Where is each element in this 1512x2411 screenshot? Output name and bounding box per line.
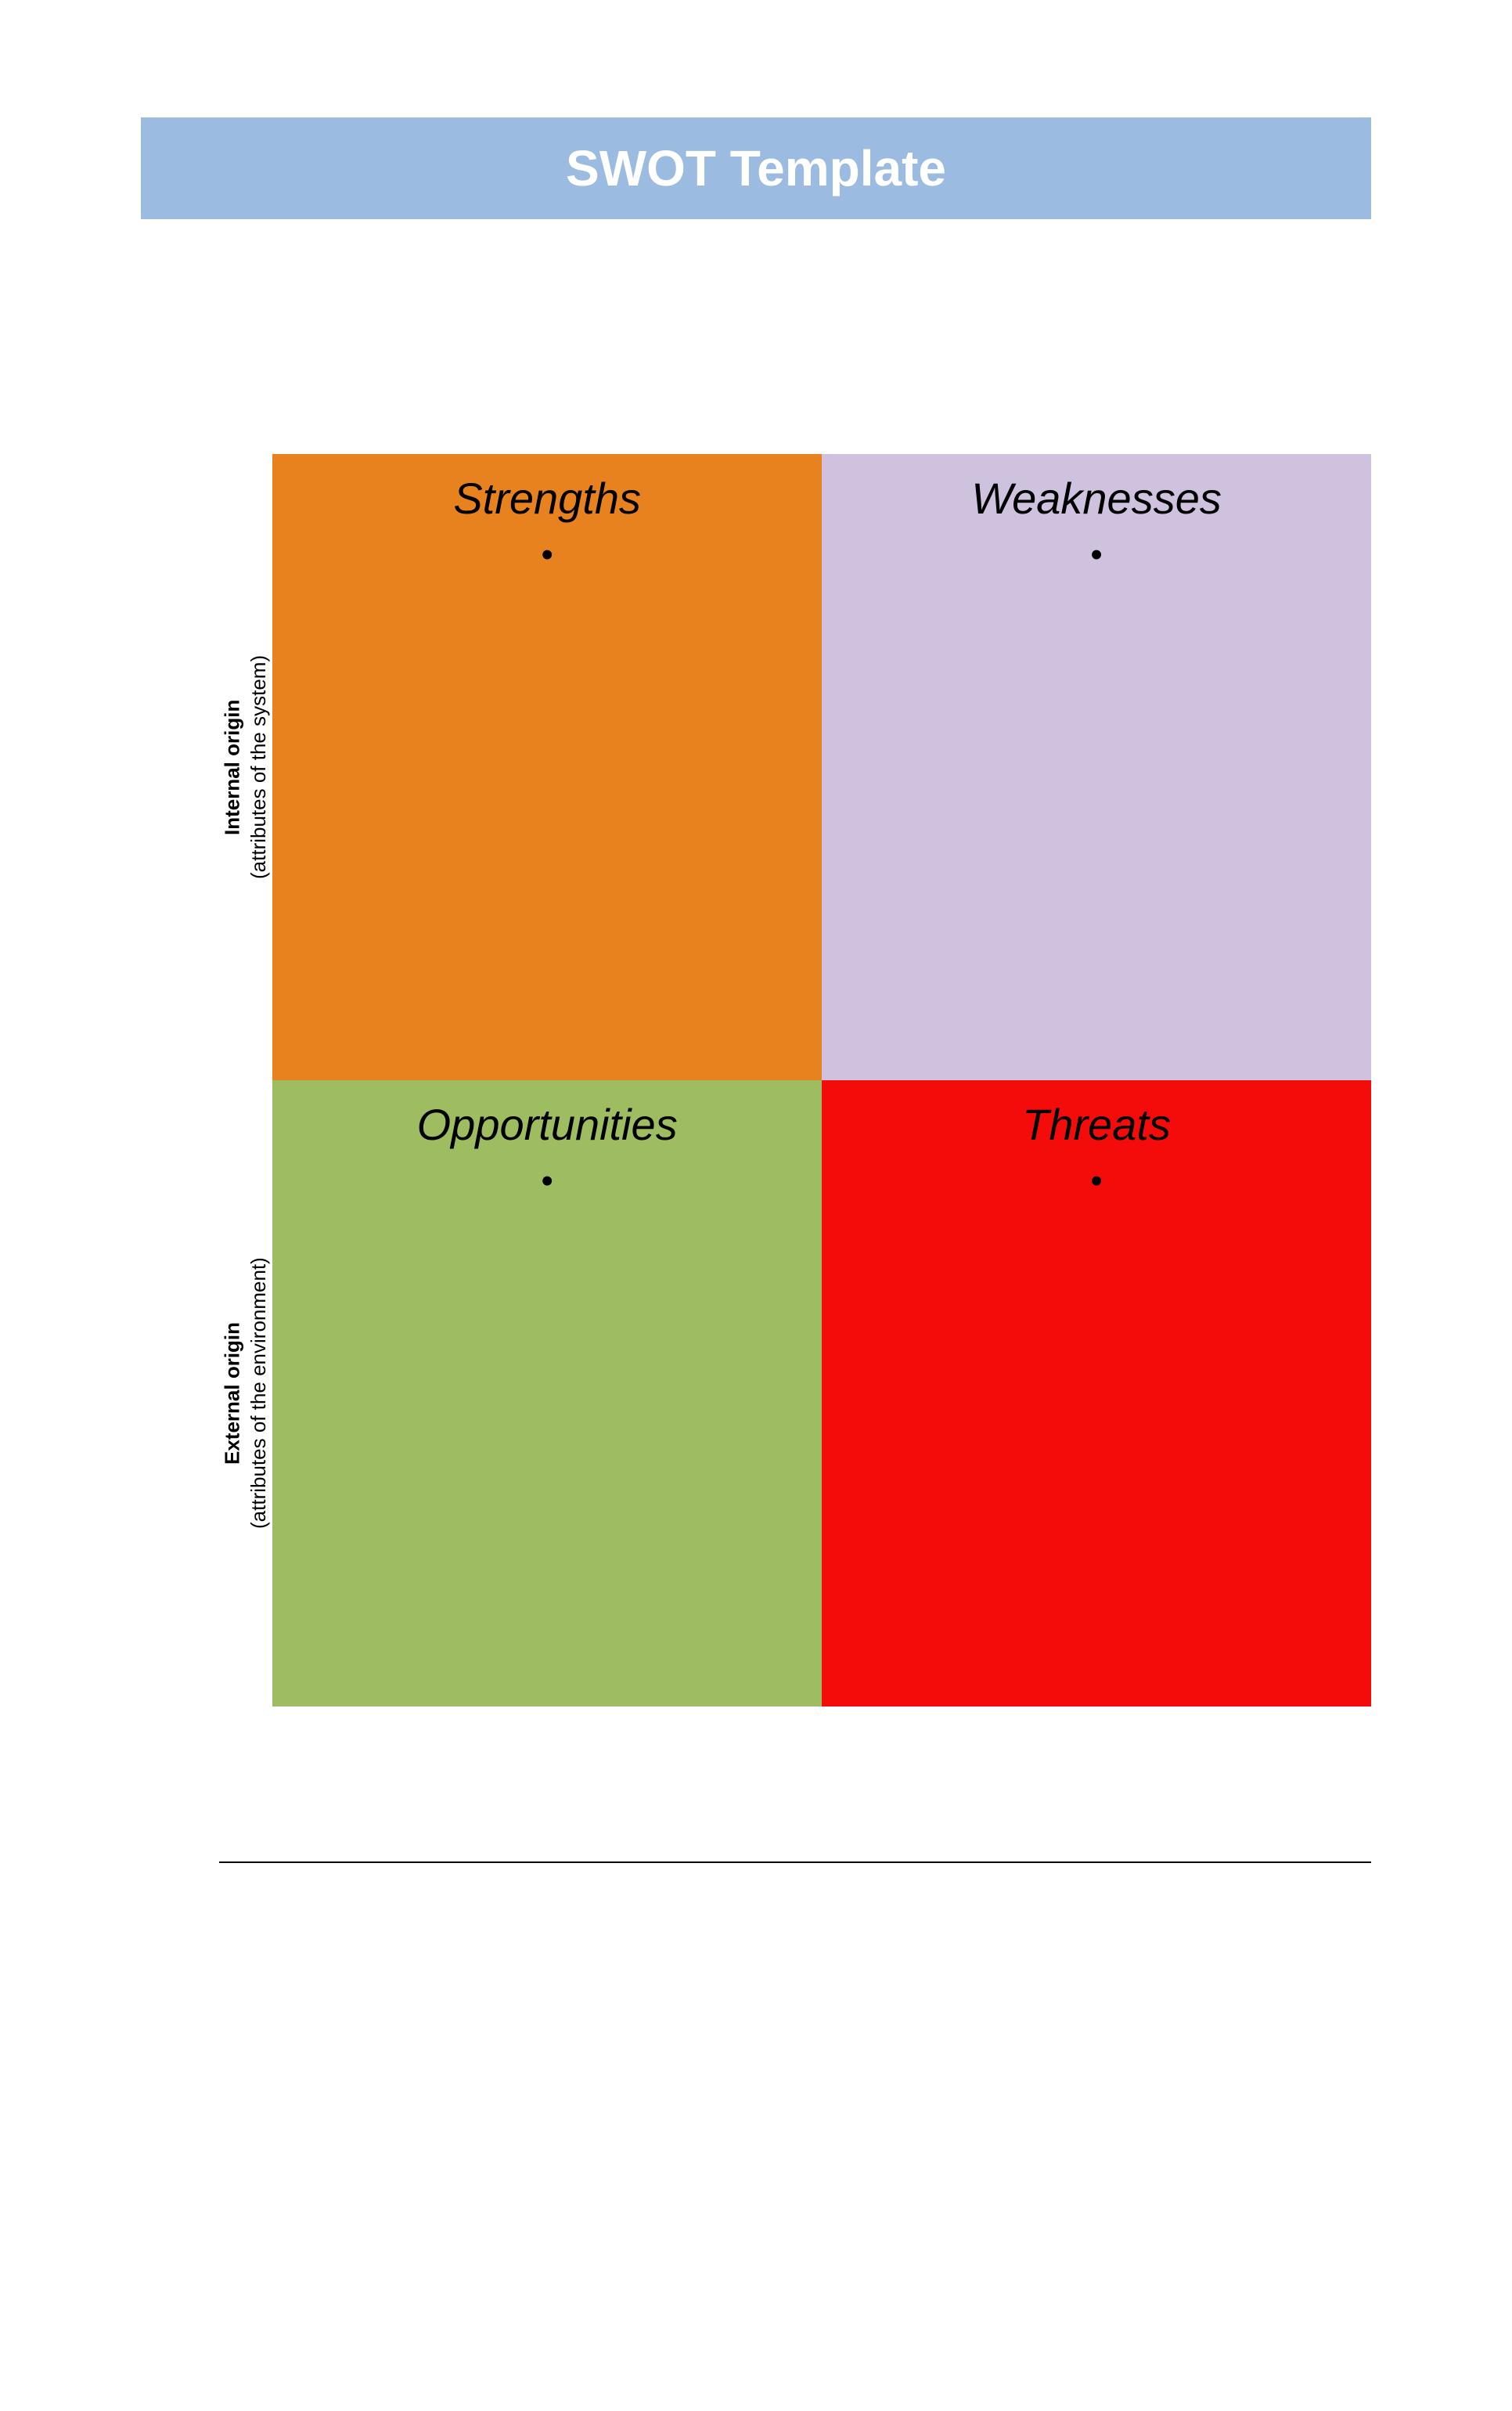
row-label-external-sub: (attributes of the environment) bbox=[247, 1258, 270, 1530]
quadrant-weaknesses-title: Weaknesses bbox=[971, 473, 1222, 524]
row-label-internal: Internal origin (attributes of the syste… bbox=[219, 454, 272, 1080]
page: SWOT Template Internal origin (attribute… bbox=[0, 0, 1512, 1957]
quadrant-strengths-title: Strengths bbox=[453, 473, 641, 524]
row-axis-labels: Internal origin (attributes of the syste… bbox=[219, 454, 272, 1706]
quadrant-threats: Threats • bbox=[822, 1080, 1371, 1706]
quadrant-opportunities-bullet: • bbox=[541, 1164, 553, 1198]
quadrant-threats-bullet: • bbox=[1090, 1164, 1102, 1198]
footer-rule bbox=[219, 1861, 1371, 1863]
quadrant-opportunities-title: Opportunities bbox=[417, 1099, 678, 1150]
swot-grid: Strengths • Weaknesses • Opportunities •… bbox=[272, 454, 1371, 1706]
quadrant-strengths: Strengths • bbox=[272, 454, 822, 1080]
quadrant-weaknesses-bullet: • bbox=[1090, 538, 1102, 572]
row-label-internal-bold: Internal origin bbox=[220, 699, 243, 834]
swot-diagram: Internal origin (attributes of the syste… bbox=[219, 454, 1371, 1706]
row-label-internal-sub: (attributes of the system) bbox=[247, 655, 270, 879]
row-label-external: External origin (attributes of the envir… bbox=[219, 1080, 272, 1706]
quadrant-strengths-bullet: • bbox=[541, 538, 553, 572]
row-label-external-bold: External origin bbox=[220, 1322, 243, 1465]
quadrant-weaknesses: Weaknesses • bbox=[822, 454, 1371, 1080]
quadrant-opportunities: Opportunities • bbox=[272, 1080, 822, 1706]
title-banner: SWOT Template bbox=[141, 117, 1371, 219]
quadrant-threats-title: Threats bbox=[1022, 1099, 1171, 1150]
